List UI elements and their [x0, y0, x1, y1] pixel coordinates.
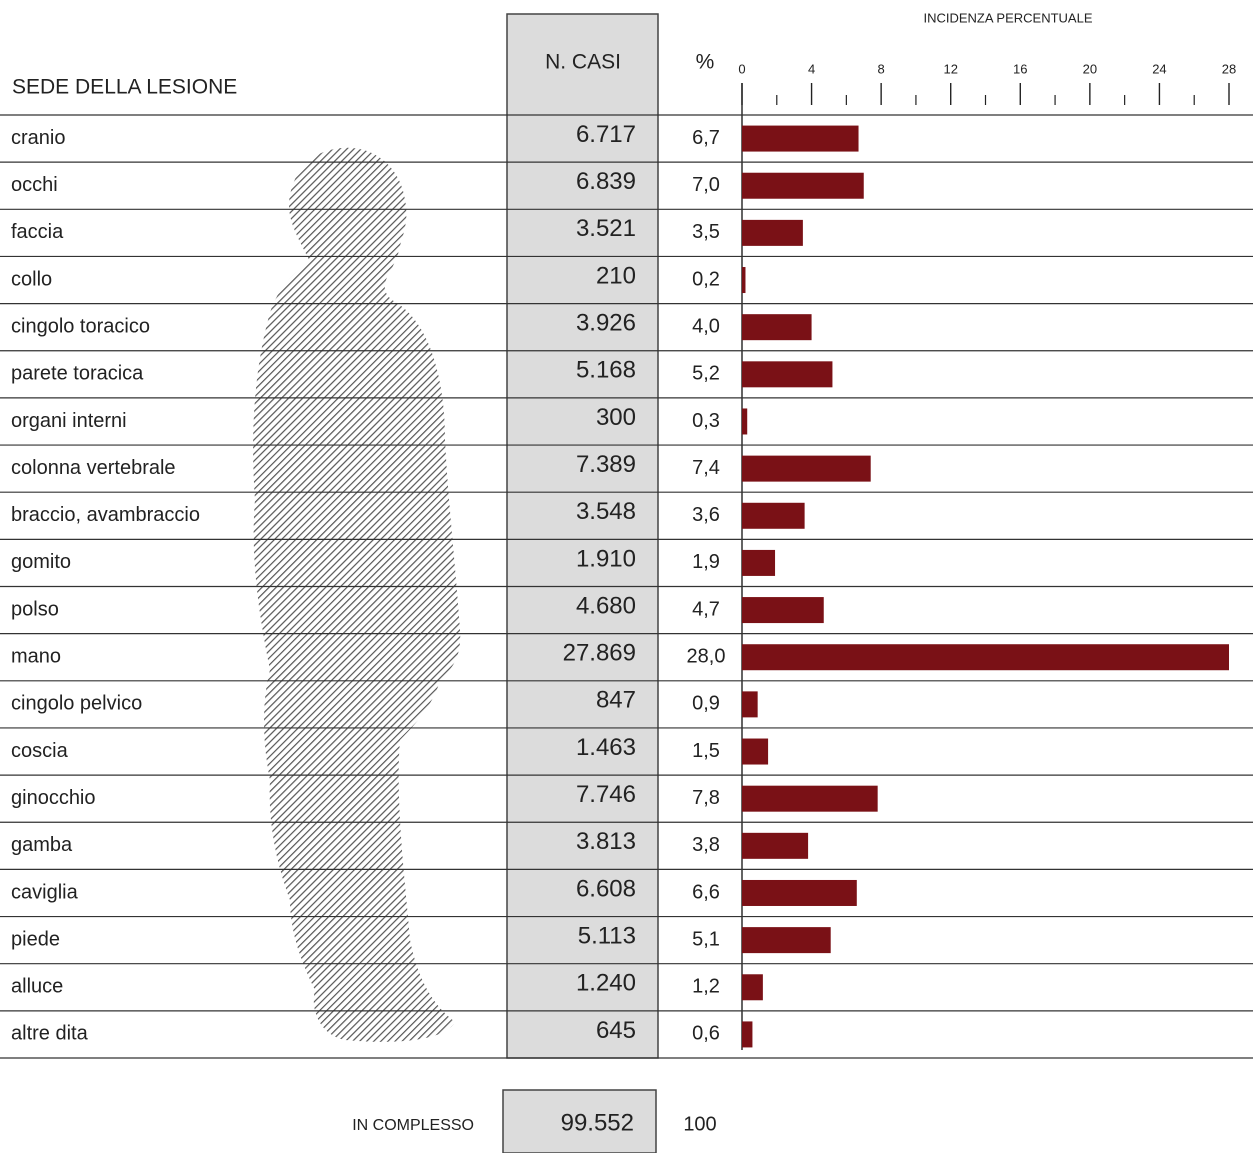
percent-label: 7,4 — [692, 457, 720, 479]
bar — [742, 739, 768, 765]
case-count: 3.813 — [576, 828, 636, 855]
category-label: mano — [11, 646, 61, 668]
category-label: ginocchio — [11, 787, 96, 809]
percent-label: 1,2 — [692, 976, 720, 998]
percent-label: 1,9 — [692, 551, 720, 573]
case-count: 6.717 — [576, 121, 636, 148]
percent-label: 3,5 — [692, 221, 720, 243]
x-tick-label: 24 — [1152, 61, 1166, 76]
case-count: 5.168 — [576, 357, 636, 384]
percent-label: 5,2 — [692, 363, 720, 385]
bar — [742, 173, 864, 199]
x-tick-label: 20 — [1083, 61, 1097, 76]
case-count: 1.910 — [576, 545, 636, 572]
case-count: 7.746 — [576, 781, 636, 808]
percent-label: 0,3 — [692, 410, 720, 432]
x-tick-label: 4 — [808, 61, 815, 76]
category-label: piede — [11, 928, 60, 950]
case-count: 1.463 — [576, 734, 636, 761]
case-count: 6.608 — [576, 875, 636, 902]
category-label: cingolo toracico — [11, 315, 150, 337]
bar — [742, 314, 812, 340]
bar — [742, 456, 871, 482]
category-label: braccio, avambraccio — [11, 504, 200, 526]
category-label: faccia — [11, 221, 64, 243]
page: {"chart_data": { "type": "bar", "orienta… — [0, 0, 1253, 1153]
percent-label: 4,0 — [692, 315, 720, 337]
bar — [742, 126, 859, 152]
category-label: colonna vertebrale — [11, 457, 176, 479]
chart: SEDE DELLA LESIONE N. CASI % INCIDENZA P… — [0, 0, 1253, 1153]
bar — [742, 1021, 752, 1047]
bar — [742, 927, 831, 953]
percent-label: 5,1 — [692, 928, 720, 950]
category-label: parete toracica — [11, 363, 144, 385]
total-count: 99.552 — [561, 1109, 634, 1136]
x-tick-label: 8 — [878, 61, 885, 76]
case-count: 847 — [596, 687, 636, 714]
case-count: 27.869 — [563, 640, 636, 667]
percent-label: 4,7 — [692, 598, 720, 620]
category-label: cranio — [11, 127, 65, 149]
percent-label: 7,8 — [692, 787, 720, 809]
bar — [742, 644, 1229, 670]
bar — [742, 550, 775, 576]
percent-label: 28,0 — [687, 646, 726, 668]
percent-label: 3,6 — [692, 504, 720, 526]
percent-label: 1,5 — [692, 740, 720, 762]
category-label: polso — [11, 598, 59, 620]
category-label: collo — [11, 268, 52, 290]
bar — [742, 786, 878, 812]
case-count: 6.839 — [576, 168, 636, 195]
category-label: gamba — [11, 834, 73, 856]
bar — [742, 833, 808, 859]
bar — [742, 597, 824, 623]
x-tick-label: 12 — [943, 61, 957, 76]
case-count: 7.389 — [576, 451, 636, 478]
category-label: altre dita — [11, 1023, 89, 1045]
percent-header: % — [696, 51, 715, 74]
percent-label: 0,9 — [692, 693, 720, 715]
x-tick-label: 28 — [1222, 61, 1236, 76]
case-count: 3.521 — [576, 215, 636, 242]
case-count: 645 — [596, 1017, 636, 1044]
percent-label: 0,6 — [692, 1023, 720, 1045]
category-label: alluce — [11, 976, 63, 998]
count-header: N. CASI — [545, 51, 621, 74]
category-label: gomito — [11, 551, 71, 573]
case-count: 4.680 — [576, 592, 636, 619]
category-label: cingolo pelvico — [11, 693, 142, 715]
category-label: coscia — [11, 740, 69, 762]
case-count: 5.113 — [578, 922, 636, 949]
case-count: 3.548 — [576, 498, 636, 525]
x-tick-label: 16 — [1013, 61, 1027, 76]
case-count: 210 — [596, 262, 636, 289]
bar — [742, 408, 747, 434]
percent-label: 6,6 — [692, 881, 720, 903]
category-label: occhi — [11, 174, 58, 196]
case-count: 300 — [596, 404, 636, 431]
total-percent: 100 — [683, 1113, 716, 1135]
bar — [742, 361, 832, 387]
bar — [742, 220, 803, 246]
category-header: SEDE DELLA LESIONE — [12, 76, 237, 99]
chart-title: INCIDENZA PERCENTUALE — [923, 10, 1092, 25]
bar — [742, 880, 857, 906]
bar — [742, 974, 763, 1000]
category-label: organi interni — [11, 410, 127, 432]
percent-label: 7,0 — [692, 174, 720, 196]
total-label: IN COMPLESSO — [352, 1117, 474, 1134]
bar — [742, 503, 805, 529]
percent-label: 3,8 — [692, 834, 720, 856]
case-count: 3.926 — [576, 310, 636, 337]
x-tick-label: 0 — [738, 61, 745, 76]
human-silhouette — [253, 148, 460, 1042]
percent-label: 0,2 — [692, 268, 720, 290]
bar — [742, 267, 745, 293]
bar — [742, 691, 758, 717]
category-label: caviglia — [11, 881, 79, 903]
case-count: 1.240 — [576, 970, 636, 997]
percent-label: 6,7 — [692, 127, 720, 149]
